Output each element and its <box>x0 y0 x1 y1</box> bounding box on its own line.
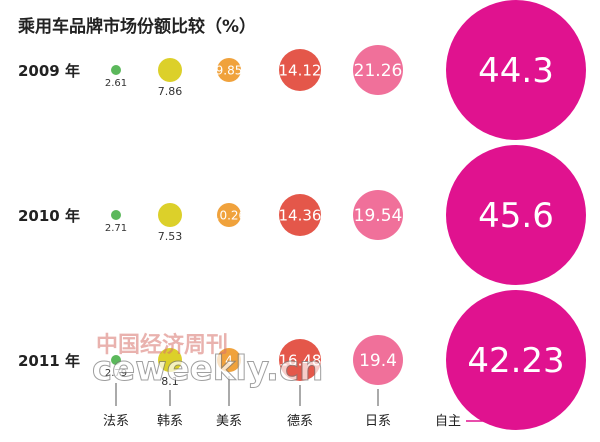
bubble-value-2011-德系: 16.48 <box>279 351 322 369</box>
bubble-value-2011-法系: 2.79 <box>105 368 127 379</box>
bubble-2009-自主 <box>446 0 586 140</box>
bubble-2011-美系 <box>217 348 241 372</box>
chart-title: 乘用车品牌市场份额比较（%） <box>18 17 257 37</box>
bubble-2010-韩系 <box>158 203 182 227</box>
bubble-2009-美系 <box>217 58 241 82</box>
bubble-2011-法系 <box>111 355 121 365</box>
bubble-value-2011-美系: 4 <box>225 353 233 367</box>
bubble-2011-自主 <box>446 290 586 430</box>
bubble-value-2009-德系: 14.12 <box>279 61 322 79</box>
leader-line-自主 <box>466 420 489 422</box>
row-label-2010: 2010 年 <box>18 207 80 225</box>
bubble-value-2010-日系: 19.54 <box>354 206 403 226</box>
bubble-value-2009-韩系: 7.86 <box>158 85 183 98</box>
watermark-site-name: ceweekly.cn <box>92 349 323 389</box>
row-label-2009: 2009 年 <box>18 62 80 80</box>
bubble-value-2010-美系: 10.26 <box>212 208 246 222</box>
bubble-2010-日系 <box>353 190 403 240</box>
bubble-2010-自主 <box>446 145 586 285</box>
category-label-美系: 美系 <box>216 414 242 429</box>
bubble-2009-法系 <box>111 65 121 75</box>
bubble-2011-韩系 <box>158 348 182 372</box>
bubble-2009-韩系 <box>158 58 182 82</box>
bubble-value-2009-自主: 44.3 <box>478 51 554 91</box>
bubble-value-2011-日系: 19.4 <box>359 351 397 371</box>
bubble-value-2011-自主: 42.23 <box>467 341 564 381</box>
category-label-韩系: 韩系 <box>157 414 183 429</box>
row-label-2011: 2011 年 <box>18 352 80 370</box>
watermark-magazine-name: 中国经济周刊 <box>96 332 228 358</box>
bubble-value-2010-自主: 45.6 <box>478 196 554 236</box>
category-label-德系: 德系 <box>287 414 313 429</box>
bubble-value-2010-法系: 2.71 <box>105 223 127 234</box>
bubble-2011-德系 <box>279 339 321 381</box>
bubble-value-2009-法系: 2.61 <box>105 78 127 89</box>
bubble-value-2009-日系: 21.26 <box>354 61 403 81</box>
category-label-自主: 自主 <box>435 414 461 429</box>
bubble-value-2010-韩系: 7.53 <box>158 230 183 243</box>
bubble-2010-法系 <box>111 210 121 220</box>
bubble-2010-美系 <box>217 203 241 227</box>
category-label-日系: 日系 <box>365 414 391 429</box>
bubble-2009-日系 <box>353 45 403 95</box>
category-label-法系: 法系 <box>103 414 129 429</box>
bubble-2011-日系 <box>353 335 403 385</box>
bubble-value-2009-美系: 9.85 <box>216 63 243 77</box>
bubble-2009-德系 <box>279 49 321 91</box>
bubble-value-2011-韩系: 8.1 <box>161 375 179 388</box>
bubble-2010-德系 <box>279 194 321 236</box>
bubble-value-2010-德系: 14.36 <box>279 206 322 224</box>
